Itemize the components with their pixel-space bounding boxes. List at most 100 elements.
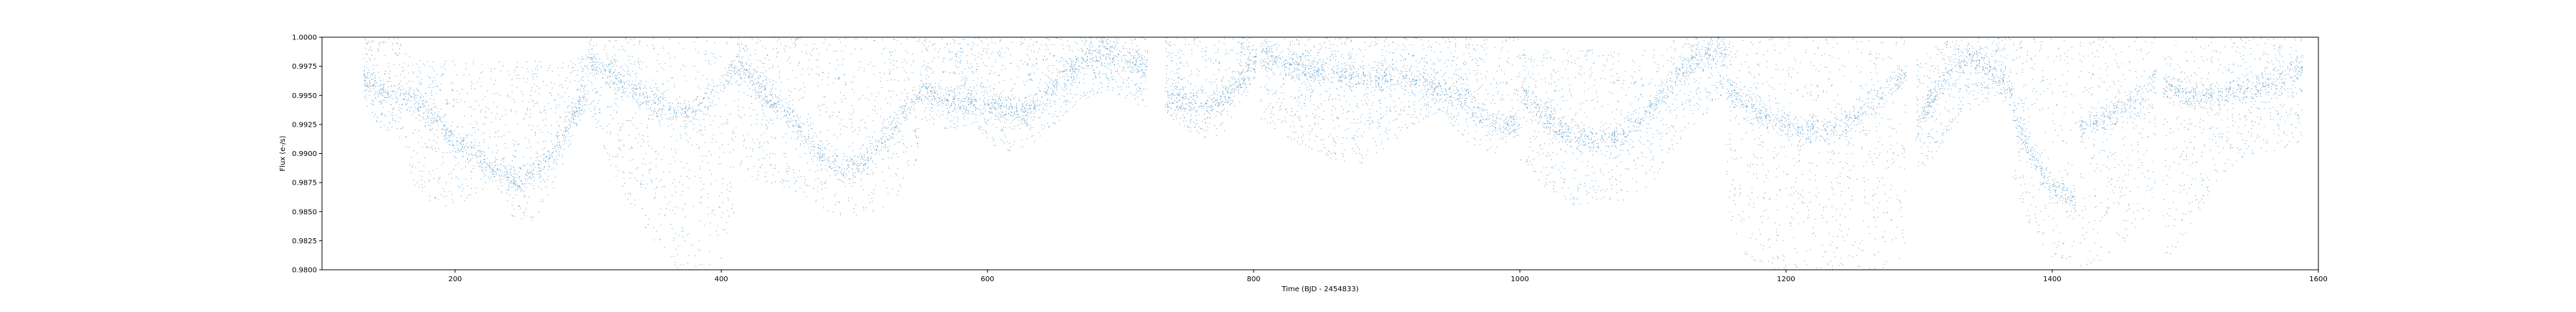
flux-point — [864, 127, 866, 128]
flux-point — [585, 55, 587, 57]
flux-point — [630, 84, 632, 86]
flux-point — [754, 89, 756, 91]
flux-point — [764, 100, 766, 102]
flux-point — [962, 113, 964, 114]
flux-point — [558, 74, 560, 76]
flux-point — [463, 144, 464, 145]
flux-point — [890, 175, 892, 177]
flux-point — [973, 104, 975, 106]
flux-point — [766, 120, 768, 121]
flux-point — [560, 148, 562, 150]
flux-point — [496, 152, 497, 154]
flux-point — [541, 112, 542, 114]
flux-point — [477, 123, 478, 125]
flux-point — [909, 108, 911, 109]
flux-point — [613, 84, 614, 85]
flux-point — [1026, 104, 1027, 106]
flux-point — [524, 117, 525, 119]
flux-point — [540, 181, 542, 182]
flux-point — [623, 145, 625, 147]
flux-point — [759, 147, 761, 148]
flux-point — [613, 109, 615, 111]
flux-point — [1036, 62, 1038, 64]
flux-point — [507, 94, 508, 96]
flux-point — [1131, 43, 1133, 44]
flux-point — [434, 198, 436, 199]
flux-point — [369, 72, 370, 73]
flux-point — [374, 81, 376, 82]
flux-point — [684, 127, 686, 129]
flux-point — [1128, 61, 1130, 62]
flux-point — [641, 163, 643, 165]
flux-point — [399, 83, 400, 84]
flux-point — [605, 82, 607, 84]
flux-point — [829, 166, 830, 167]
flux-point — [826, 49, 828, 50]
flux-point — [557, 136, 558, 137]
flux-point — [708, 162, 709, 163]
flux-point — [628, 56, 630, 57]
flux-point — [1023, 112, 1025, 113]
flux-point — [494, 165, 495, 167]
flux-point — [786, 168, 788, 170]
flux-point — [452, 202, 454, 203]
flux-point — [537, 142, 539, 144]
flux-point — [914, 103, 916, 104]
flux-point — [606, 132, 608, 133]
flux-point — [364, 85, 365, 86]
flux-point — [812, 49, 814, 51]
flux-point — [540, 167, 542, 169]
flux-point — [568, 128, 570, 129]
flux-point — [643, 87, 645, 89]
flux-point — [506, 172, 507, 174]
flux-point — [1039, 83, 1040, 84]
flux-point — [525, 137, 526, 139]
flux-point — [819, 148, 821, 150]
flux-point — [392, 118, 394, 120]
flux-point — [643, 158, 644, 160]
flux-point — [657, 87, 658, 88]
flux-point — [1029, 59, 1030, 61]
flux-point — [772, 96, 774, 97]
flux-point — [479, 162, 481, 163]
flux-point — [759, 85, 761, 87]
flux-point — [532, 175, 534, 177]
flux-point — [816, 157, 818, 159]
flux-point — [789, 47, 791, 49]
flux-point — [794, 88, 796, 89]
flux-point — [930, 107, 932, 109]
flux-point — [709, 170, 711, 171]
flux-point — [792, 104, 794, 106]
flux-point — [635, 94, 637, 95]
flux-point — [885, 97, 887, 99]
flux-point — [424, 125, 426, 126]
flux-point — [372, 84, 374, 85]
flux-point — [693, 124, 695, 125]
flux-point — [514, 183, 515, 185]
flux-point — [385, 71, 386, 72]
flux-point — [1144, 64, 1146, 65]
flux-point — [683, 121, 685, 122]
flux-point — [388, 94, 389, 95]
flux-point — [759, 143, 761, 145]
flux-point — [591, 39, 592, 40]
flux-point — [1129, 59, 1131, 60]
flux-point — [880, 81, 882, 82]
flux-point — [541, 176, 542, 177]
flux-point — [716, 85, 718, 87]
flux-point — [425, 102, 426, 103]
flux-point — [765, 94, 766, 95]
flux-point — [482, 162, 483, 164]
flux-point — [396, 97, 397, 99]
flux-point — [421, 103, 423, 104]
flux-point — [1070, 67, 1072, 68]
flux-point — [379, 90, 380, 92]
flux-point — [1096, 52, 1098, 53]
flux-point — [904, 99, 905, 101]
flux-point — [407, 102, 409, 104]
flux-point — [998, 97, 1000, 99]
flux-point — [577, 100, 579, 102]
flux-point — [774, 105, 775, 107]
flux-point — [416, 89, 418, 90]
flux-point — [874, 40, 876, 42]
